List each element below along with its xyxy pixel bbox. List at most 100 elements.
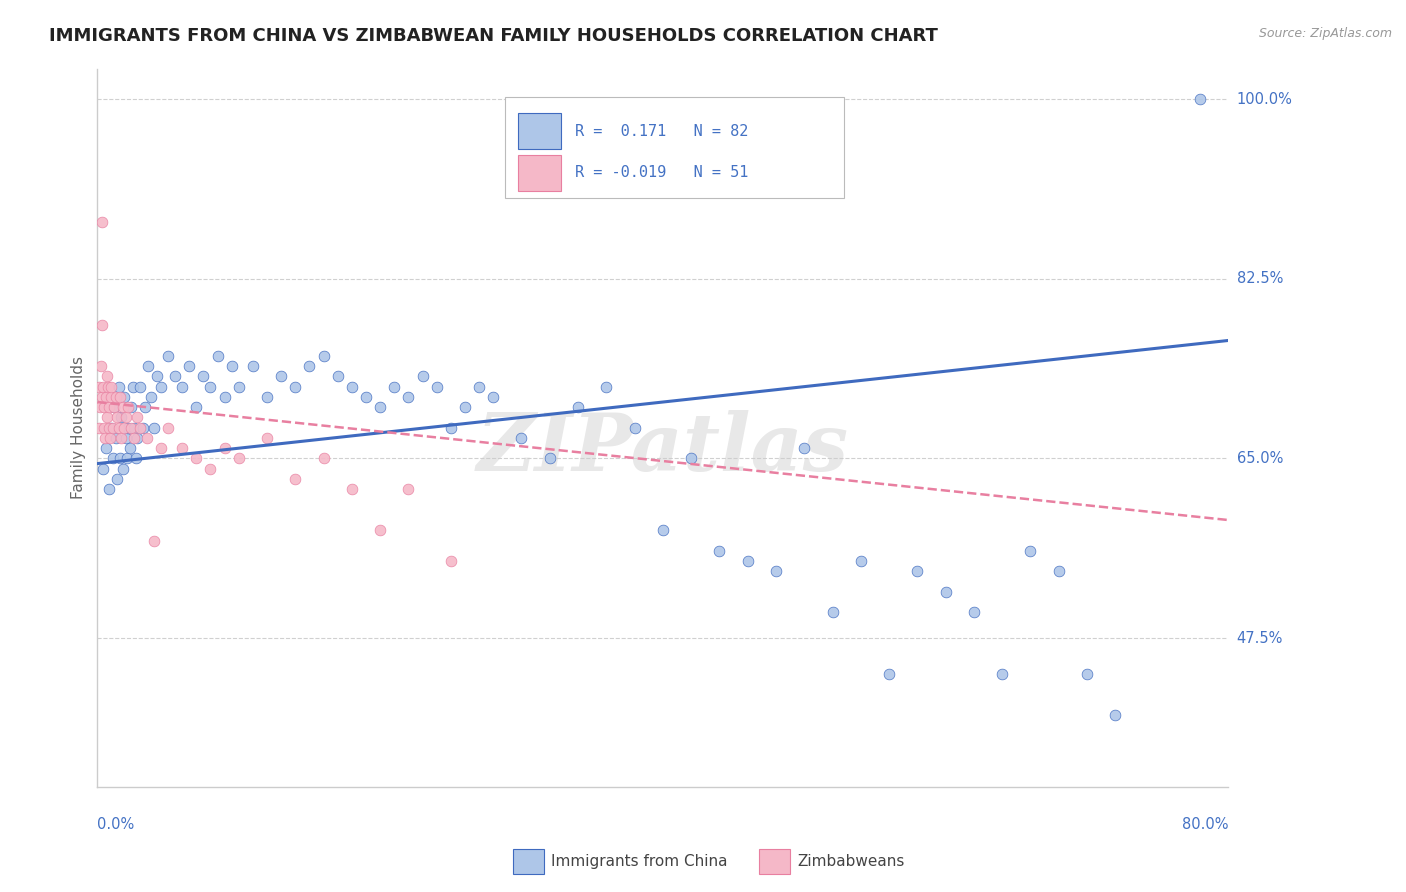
Point bbox=[125, 410, 148, 425]
Point bbox=[87, 420, 110, 434]
Point bbox=[124, 451, 146, 466]
Point bbox=[440, 554, 463, 568]
Point bbox=[765, 565, 787, 579]
Point bbox=[100, 390, 122, 404]
Point bbox=[96, 369, 118, 384]
Point bbox=[157, 420, 180, 434]
Point bbox=[157, 349, 180, 363]
Point bbox=[125, 431, 148, 445]
Point bbox=[228, 451, 250, 466]
Point bbox=[905, 565, 928, 579]
Point bbox=[142, 420, 165, 434]
Point bbox=[821, 606, 844, 620]
Point bbox=[103, 400, 125, 414]
Point bbox=[103, 400, 125, 414]
Point bbox=[1104, 708, 1126, 723]
Point bbox=[142, 533, 165, 548]
Text: 47.5%: 47.5% bbox=[1237, 631, 1284, 646]
Text: 0.0%: 0.0% bbox=[97, 817, 135, 832]
Text: R = -0.019   N = 51: R = -0.019 N = 51 bbox=[575, 165, 748, 180]
Point bbox=[510, 431, 533, 445]
Point bbox=[214, 441, 236, 455]
Point bbox=[101, 451, 124, 466]
Point bbox=[651, 524, 673, 538]
Point bbox=[623, 420, 645, 434]
Point bbox=[440, 420, 463, 434]
Point bbox=[104, 431, 127, 445]
Point bbox=[538, 451, 561, 466]
Point bbox=[709, 544, 731, 558]
Point bbox=[101, 420, 124, 434]
Point bbox=[118, 441, 141, 455]
Point bbox=[122, 431, 145, 445]
Point bbox=[105, 410, 128, 425]
Point bbox=[186, 400, 208, 414]
Point bbox=[1047, 565, 1070, 579]
Point bbox=[96, 410, 118, 425]
Point bbox=[91, 461, 114, 475]
Point bbox=[298, 359, 321, 373]
Point bbox=[98, 431, 121, 445]
FancyBboxPatch shape bbox=[505, 97, 844, 198]
Point bbox=[595, 379, 617, 393]
Point bbox=[326, 369, 349, 384]
Point bbox=[115, 451, 138, 466]
Point bbox=[117, 420, 139, 434]
Point bbox=[396, 390, 419, 404]
Point bbox=[110, 410, 132, 425]
Point bbox=[112, 390, 135, 404]
Point bbox=[468, 379, 491, 393]
Point bbox=[963, 606, 986, 620]
Point bbox=[172, 441, 194, 455]
Point bbox=[426, 379, 449, 393]
Text: 100.0%: 100.0% bbox=[1237, 92, 1292, 107]
Point bbox=[396, 482, 419, 496]
Point bbox=[121, 379, 143, 393]
Point bbox=[149, 441, 172, 455]
Point bbox=[849, 554, 872, 568]
Point bbox=[107, 379, 129, 393]
Point bbox=[114, 431, 136, 445]
Point bbox=[312, 349, 335, 363]
Point bbox=[90, 215, 112, 229]
Point bbox=[207, 349, 229, 363]
Point bbox=[1076, 667, 1098, 681]
Point bbox=[94, 390, 117, 404]
Point bbox=[134, 400, 156, 414]
Point bbox=[145, 369, 167, 384]
FancyBboxPatch shape bbox=[517, 113, 561, 149]
Point bbox=[108, 390, 131, 404]
Point bbox=[340, 379, 363, 393]
Point bbox=[94, 441, 117, 455]
Point bbox=[149, 379, 172, 393]
Point bbox=[354, 390, 377, 404]
Point bbox=[117, 400, 139, 414]
Point bbox=[112, 420, 135, 434]
Point bbox=[165, 369, 187, 384]
Point bbox=[131, 420, 153, 434]
Point bbox=[110, 431, 132, 445]
Point bbox=[100, 379, 122, 393]
Point bbox=[98, 400, 121, 414]
Point bbox=[454, 400, 477, 414]
Point bbox=[97, 482, 120, 496]
Point bbox=[128, 379, 150, 393]
Point bbox=[100, 420, 122, 434]
Point bbox=[877, 667, 900, 681]
Text: IMMIGRANTS FROM CHINA VS ZIMBABWEAN FAMILY HOUSEHOLDS CORRELATION CHART: IMMIGRANTS FROM CHINA VS ZIMBABWEAN FAMI… bbox=[49, 27, 938, 45]
Point bbox=[412, 369, 434, 384]
Point bbox=[91, 390, 114, 404]
Point bbox=[256, 390, 278, 404]
Text: 82.5%: 82.5% bbox=[1237, 271, 1284, 286]
Text: Immigrants from China: Immigrants from China bbox=[551, 855, 728, 869]
Point bbox=[104, 390, 127, 404]
Point bbox=[256, 431, 278, 445]
Point bbox=[90, 318, 112, 332]
Text: 80.0%: 80.0% bbox=[1182, 817, 1229, 832]
Point bbox=[111, 400, 134, 414]
Point bbox=[89, 400, 111, 414]
Point bbox=[793, 441, 815, 455]
Point bbox=[737, 554, 759, 568]
Point bbox=[136, 359, 159, 373]
Point bbox=[120, 420, 142, 434]
